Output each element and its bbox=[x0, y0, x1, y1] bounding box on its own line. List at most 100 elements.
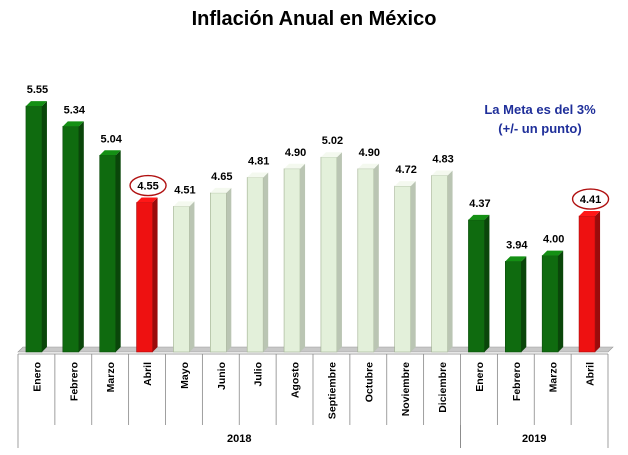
value-label-6: 4.81 bbox=[248, 155, 269, 167]
value-label-13: 3.94 bbox=[506, 239, 528, 251]
bar-front bbox=[431, 175, 448, 353]
bar-side bbox=[152, 197, 158, 352]
value-label-2: 5.04 bbox=[100, 133, 122, 145]
chart-floor bbox=[17, 346, 614, 353]
bar-front bbox=[320, 156, 338, 353]
value-label-5: 4.65 bbox=[211, 171, 232, 183]
category-label-8: Septiembre bbox=[326, 362, 338, 419]
bar-13: 3.94 bbox=[505, 239, 528, 353]
bar-side bbox=[115, 150, 121, 352]
bar-15: 4.41 bbox=[571, 188, 610, 353]
bar-front bbox=[283, 168, 301, 353]
bar-side bbox=[595, 211, 601, 352]
bar-5: 4.65 bbox=[210, 171, 233, 353]
bar-9: 4.90 bbox=[357, 147, 380, 353]
category-label-3: Abril bbox=[142, 362, 154, 386]
value-label-3: 4.55 bbox=[137, 181, 158, 193]
bar-14: 4.00 bbox=[541, 234, 564, 353]
highlight-circle bbox=[571, 188, 610, 210]
bar-side bbox=[373, 163, 379, 352]
value-label-0: 5.55 bbox=[27, 84, 48, 96]
bar-top bbox=[136, 197, 158, 203]
bar-side bbox=[78, 121, 84, 352]
bar-side bbox=[410, 181, 416, 352]
bar-0: 5.55 bbox=[25, 84, 48, 353]
bar-front bbox=[173, 206, 190, 353]
chart-title: Inflación Anual en México bbox=[191, 8, 437, 30]
bar-11: 4.83 bbox=[431, 154, 454, 353]
category-label-11: Diciembre bbox=[437, 362, 449, 413]
bar-top bbox=[62, 121, 84, 127]
year-label-0: 2018 bbox=[227, 433, 251, 445]
bar-front bbox=[136, 202, 153, 353]
category-label-14: Marzo bbox=[548, 362, 560, 392]
category-label-12: Enero bbox=[474, 362, 486, 392]
goal-annotation-line-1: La Meta es del 3% bbox=[484, 102, 596, 117]
bar-1: 5.34 bbox=[62, 104, 86, 353]
bar-side bbox=[521, 256, 527, 352]
goal-annotation-line-2: (+/- un punto) bbox=[498, 121, 582, 136]
bar-side bbox=[189, 201, 195, 352]
bar-side bbox=[447, 170, 453, 352]
bar-4: 4.51 bbox=[173, 184, 196, 353]
category-label-5: Junio bbox=[216, 362, 228, 390]
bar-side bbox=[226, 187, 232, 352]
bar-front bbox=[468, 219, 485, 353]
category-label-1: Febrero bbox=[68, 362, 80, 401]
category-label-2: Marzo bbox=[105, 362, 117, 392]
category-label-4: Mayo bbox=[179, 362, 191, 389]
value-label-9: 4.90 bbox=[359, 147, 380, 159]
bar-side bbox=[484, 214, 490, 352]
bar-7: 4.90 bbox=[283, 147, 306, 353]
bar-side bbox=[300, 163, 306, 352]
bar-front bbox=[25, 105, 43, 353]
value-label-4: 4.51 bbox=[174, 184, 195, 196]
bar-top bbox=[320, 152, 342, 158]
bar-12: 4.37 bbox=[468, 198, 491, 353]
bar-top bbox=[284, 163, 306, 169]
bar-top bbox=[505, 256, 527, 262]
category-label-10: Noviembre bbox=[400, 362, 412, 416]
bar-top bbox=[468, 214, 490, 220]
bar-front bbox=[210, 192, 227, 353]
bar-top bbox=[357, 163, 379, 169]
bar-front bbox=[394, 185, 411, 353]
category-label-0: Enero bbox=[31, 362, 43, 392]
bar-front bbox=[357, 168, 375, 353]
category-label-15: Abril bbox=[585, 362, 597, 386]
bar-front bbox=[578, 215, 596, 353]
value-label-15: 4.41 bbox=[580, 194, 601, 206]
category-label-9: Octubre bbox=[363, 362, 375, 402]
value-label-7: 4.90 bbox=[285, 147, 306, 159]
bar-front bbox=[99, 154, 116, 353]
bar-front bbox=[541, 255, 559, 353]
bar-top bbox=[210, 187, 232, 193]
category-axis: Enero Febrero Marzo Abril Mayo Junio Julio Agos… bbox=[17, 353, 609, 448]
bar-8: 5.02 bbox=[320, 135, 343, 353]
bar-top bbox=[542, 250, 564, 256]
bar-6: 4.81 bbox=[246, 155, 269, 353]
bar-2: 5.04 bbox=[99, 133, 123, 353]
value-label-14: 4.00 bbox=[543, 234, 564, 246]
bar-side bbox=[558, 250, 564, 352]
bar-top bbox=[247, 172, 269, 178]
value-label-8: 5.02 bbox=[322, 135, 343, 147]
bar-front bbox=[505, 261, 522, 353]
bar-top bbox=[394, 181, 416, 187]
category-label-13: Febrero bbox=[511, 362, 523, 401]
bar-10: 4.72 bbox=[394, 164, 417, 353]
bar-3: 4.55 bbox=[129, 174, 167, 353]
bar-top bbox=[99, 150, 121, 156]
value-label-10: 4.72 bbox=[395, 164, 416, 176]
bar-top bbox=[25, 101, 47, 107]
category-label-7: Agosto bbox=[290, 362, 302, 398]
bar-front bbox=[246, 177, 264, 353]
bar-side bbox=[41, 101, 47, 352]
bar-side bbox=[336, 152, 342, 352]
goal-annotation: La Meta es del 3% (+/- un punto) bbox=[455, 100, 625, 138]
value-label-11: 4.83 bbox=[432, 154, 453, 166]
bars-layer: 5.55 5.34 5.04 4.55 4.51 4.65 4.81 4.90 5.02 4.90… bbox=[17, 84, 614, 353]
bar-front bbox=[62, 126, 80, 353]
value-label-1: 5.34 bbox=[64, 104, 86, 116]
